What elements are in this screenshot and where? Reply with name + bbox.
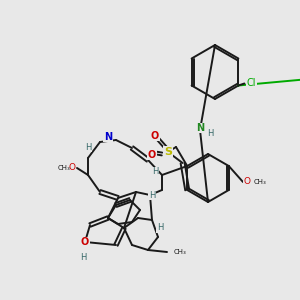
Text: H: H — [157, 224, 163, 232]
Text: S: S — [164, 147, 172, 157]
Text: H: H — [149, 190, 155, 200]
Text: CH₃: CH₃ — [174, 249, 187, 255]
Text: N: N — [196, 123, 204, 133]
Text: H: H — [80, 254, 86, 262]
Text: CH₃: CH₃ — [254, 179, 267, 185]
Text: H: H — [207, 128, 213, 137]
Text: O: O — [81, 237, 89, 247]
Text: Cl: Cl — [247, 79, 256, 88]
Text: N: N — [104, 132, 112, 142]
Text: O: O — [68, 164, 76, 172]
Text: CH₃: CH₃ — [58, 165, 71, 171]
Text: O: O — [151, 131, 159, 141]
Text: O: O — [244, 178, 250, 187]
Text: O: O — [148, 150, 156, 160]
Text: H: H — [85, 142, 91, 152]
Text: H: H — [152, 167, 158, 176]
